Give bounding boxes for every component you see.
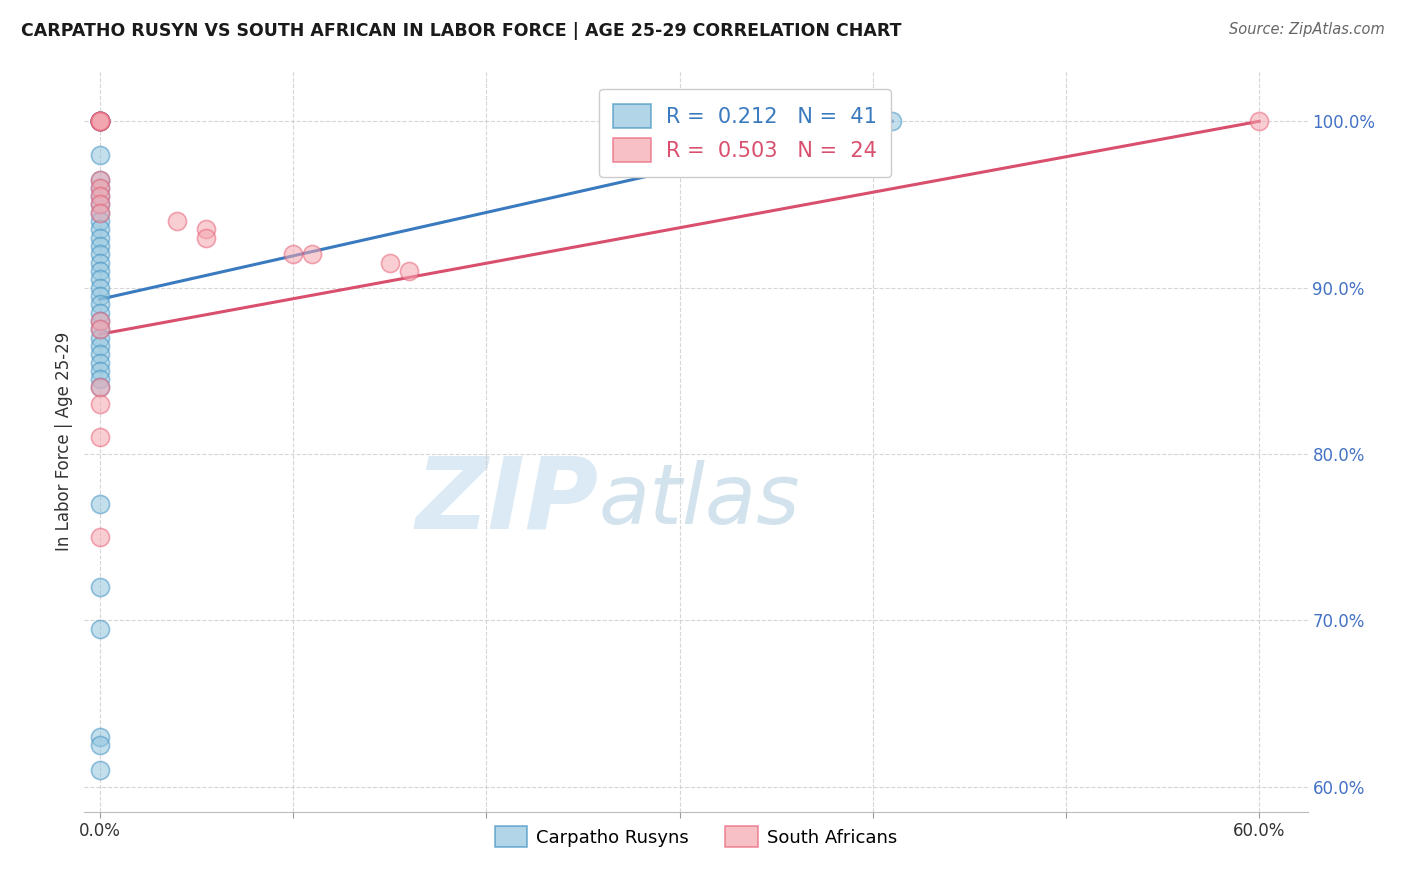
Point (89, 330, 111, 344)
Point (89, 114, 111, 128)
Point (89, 380, 111, 394)
Point (89, 239, 111, 253)
Point (89, 114, 111, 128)
Point (89, 355, 111, 369)
Point (89, 730, 111, 744)
Point (89, 181, 111, 195)
Point (89, 430, 111, 444)
Point (195, 231, 218, 245)
Point (89, 255, 111, 269)
Point (89, 189, 111, 203)
Y-axis label: In Labor Force | Age 25-29: In Labor Force | Age 25-29 (55, 332, 73, 551)
Point (89, 206, 111, 220)
Point (89, 372, 111, 386)
Point (89, 114, 111, 128)
Point (89, 189, 111, 203)
Point (89, 231, 111, 245)
Point (89, 322, 111, 336)
Point (89, 114, 111, 128)
Point (89, 289, 111, 303)
Point (882, 114, 904, 128)
Point (89, 172, 111, 186)
Text: CARPATHO RUSYN VS SOUTH AFRICAN IN LABOR FORCE | AGE 25-29 CORRELATION CHART: CARPATHO RUSYN VS SOUTH AFRICAN IN LABOR… (21, 22, 901, 40)
Point (89, 272, 111, 286)
Point (89, 347, 111, 361)
Point (89, 206, 111, 220)
Point (195, 222, 218, 236)
Point (89, 181, 111, 195)
Point (281, 247, 304, 261)
Point (89, 247, 111, 261)
Point (89, 497, 111, 511)
Point (89, 197, 111, 211)
Point (89, 222, 111, 236)
Point (89, 114, 111, 128)
Point (89, 214, 111, 228)
Text: ZIP: ZIP (415, 452, 598, 549)
Point (89, 114, 111, 128)
Point (378, 255, 401, 269)
Point (89, 763, 111, 777)
Point (166, 214, 188, 228)
Point (89, 172, 111, 186)
Point (89, 114, 111, 128)
Point (89, 297, 111, 311)
Legend: Carpatho Rusyns, South Africans: Carpatho Rusyns, South Africans (488, 819, 904, 855)
Point (89, 622, 111, 636)
Point (89, 114, 111, 128)
Point (89, 114, 111, 128)
Point (89, 314, 111, 328)
Point (89, 114, 111, 128)
Point (89, 339, 111, 353)
Point (89, 264, 111, 278)
Point (301, 247, 323, 261)
Point (89, 147, 111, 161)
Point (89, 280, 111, 294)
Point (89, 397, 111, 411)
Point (89, 530, 111, 544)
Point (89, 364, 111, 378)
Point (89, 580, 111, 594)
Text: Source: ZipAtlas.com: Source: ZipAtlas.com (1229, 22, 1385, 37)
Point (398, 264, 420, 278)
Point (89, 314, 111, 328)
Point (89, 380, 111, 394)
Point (89, 114, 111, 128)
Point (1249, 114, 1271, 128)
Point (89, 305, 111, 319)
Point (89, 738, 111, 752)
Text: atlas: atlas (598, 460, 800, 541)
Point (89, 114, 111, 128)
Point (89, 322, 111, 336)
Point (89, 197, 111, 211)
